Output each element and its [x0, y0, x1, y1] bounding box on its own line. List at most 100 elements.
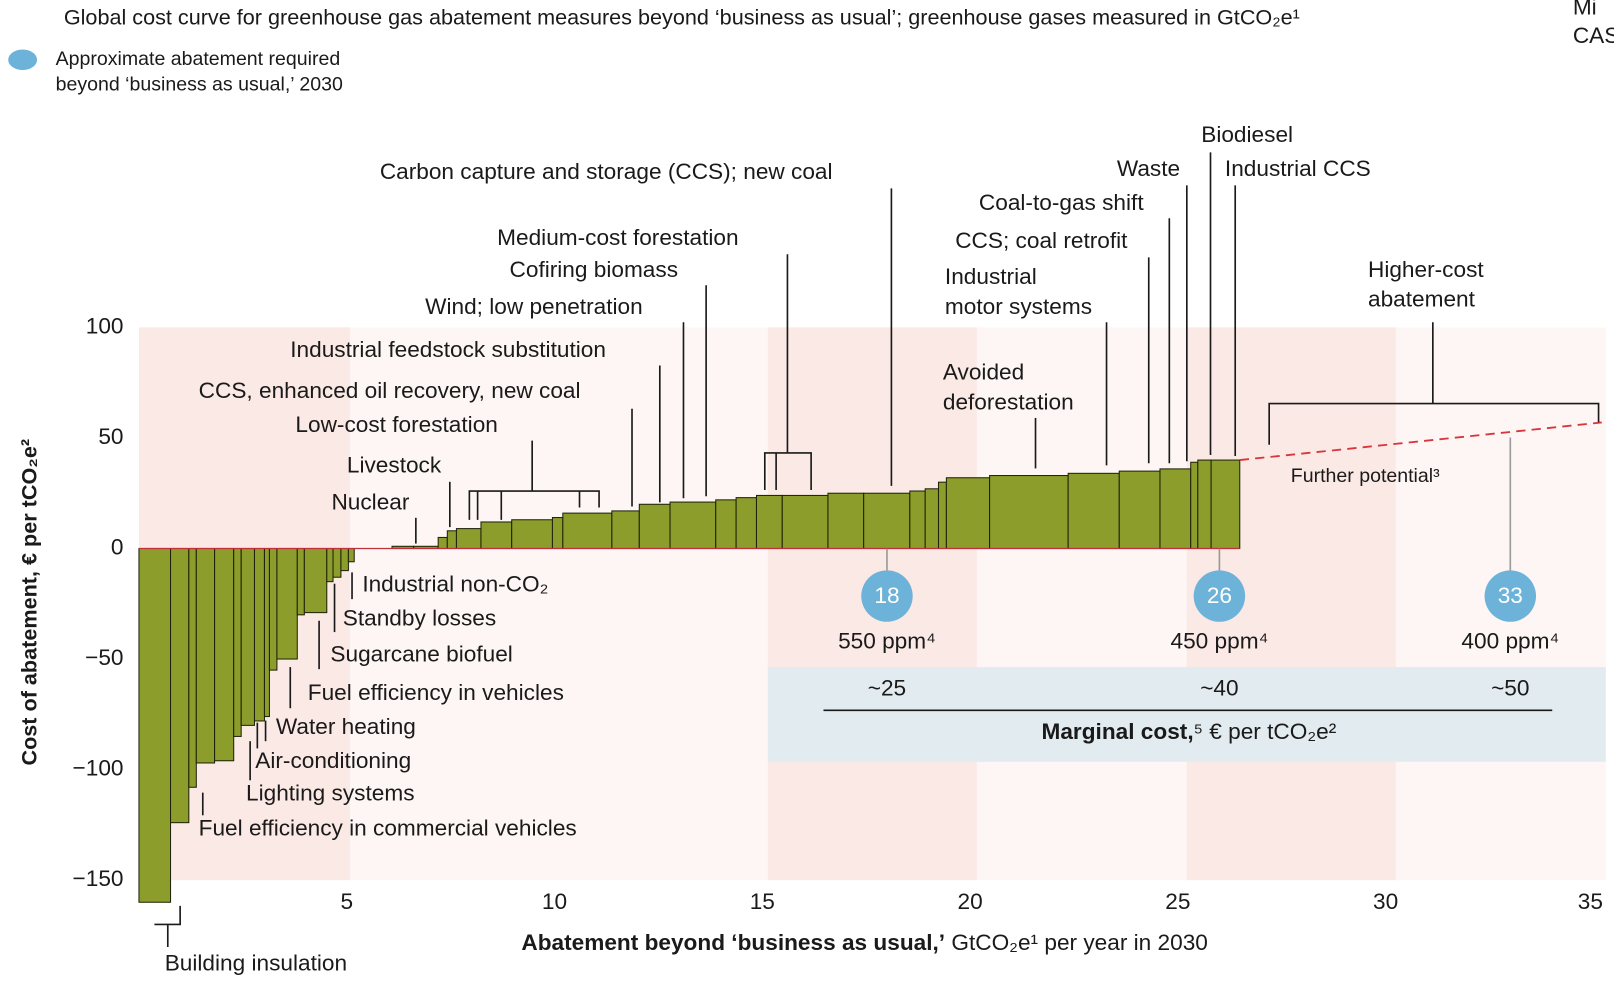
x-axis-label-rest: GtCO₂e¹ per year in 2030 [945, 930, 1208, 955]
target-cost: ~50 [1491, 676, 1529, 701]
leader-line [468, 440, 600, 520]
bar [1190, 461, 1199, 550]
annotation: Water heating [276, 714, 416, 739]
annotation: Biodiesel [1201, 122, 1293, 147]
corner-text: CAS [1573, 23, 1614, 48]
bar [437, 536, 448, 550]
bar [253, 547, 265, 722]
bar [214, 547, 235, 762]
annotation: Carbon capture and storage (CCS); new co… [380, 159, 833, 184]
x-tick-label: 30 [1373, 889, 1398, 914]
annotation: CCS; coal retrofit [955, 228, 1128, 253]
corner-text: Mi [1573, 0, 1597, 19]
y-tick-label: 0 [111, 534, 124, 559]
target-ppm: 400 ppm⁴ [1461, 628, 1559, 653]
annotation: Air-conditioning [255, 748, 411, 773]
bar [638, 503, 671, 550]
y-axis-label: Cost of abatement, € per tCO₂e² [17, 439, 42, 766]
y-tick-label: −150 [73, 866, 124, 891]
target-value: 33 [1498, 583, 1523, 608]
bar [562, 512, 613, 550]
annotation: motor systems [945, 294, 1092, 319]
annotation: Low-cost forestation [295, 412, 497, 437]
bar [233, 547, 242, 737]
marginal-cost-rest: ⁵ € per tCO₂e² [1194, 719, 1337, 744]
x-tick-label: 15 [750, 889, 775, 914]
target-ppm: 550 ppm⁴ [838, 628, 936, 653]
marginal-cost-box [767, 667, 1606, 762]
bar [188, 547, 197, 788]
target-cost: ~40 [1200, 676, 1238, 701]
legend-marker [8, 49, 38, 71]
chart-title: Global cost curve for greenhouse gas aba… [64, 4, 1300, 29]
target-value: 18 [874, 583, 899, 608]
bar [1159, 468, 1192, 550]
x-axis-label-bold: Abatement beyond ‘business as usual,’ [521, 930, 945, 955]
leader-line [154, 905, 181, 948]
further-potential-label: Further potential³ [1291, 465, 1440, 487]
annotation: Industrial CCS [1225, 156, 1371, 181]
legend-text: Approximate abatement required [56, 48, 341, 70]
annotation: Cofiring biomass [510, 257, 679, 282]
target-bubble [1484, 570, 1537, 622]
bar [909, 490, 926, 550]
annotation: Industrial feedstock substitution [290, 337, 606, 362]
annotation: Higher-cost [1368, 257, 1484, 282]
bar [326, 547, 334, 583]
bar [611, 510, 640, 550]
bar [263, 547, 270, 718]
annotation: deforestation [943, 390, 1074, 415]
bar [340, 547, 349, 572]
bar [1197, 459, 1212, 550]
target-bubble [861, 570, 913, 622]
x-tick-label: 25 [1165, 889, 1190, 914]
annotation: Building insulation [165, 951, 347, 976]
annotation: abatement [1368, 287, 1476, 312]
bar [268, 547, 278, 671]
annotation: Industrial non-CO₂ [362, 572, 548, 597]
y-tick-label: −100 [73, 756, 124, 781]
target-cost: ~25 [868, 676, 906, 701]
annotation: Avoided [943, 360, 1024, 385]
annotation: Fuel efficiency in vehicles [308, 680, 564, 705]
annotation: Sugarcane biofuel [330, 642, 512, 667]
bar [240, 547, 256, 726]
bar [170, 547, 190, 824]
leader-line [763, 254, 812, 491]
bar [511, 519, 553, 550]
x-tick-label: 10 [542, 889, 567, 914]
annotation: Nuclear [331, 489, 409, 514]
bar [296, 547, 305, 616]
bar [669, 501, 717, 550]
bar [1210, 459, 1241, 550]
legend-text: beyond ‘business as usual,’ 2030 [56, 74, 343, 96]
bar [303, 547, 328, 614]
annotation: Waste [1117, 156, 1180, 181]
target-value: 26 [1207, 583, 1232, 608]
annotation: Coal-to-gas shift [979, 190, 1144, 215]
bar [446, 530, 457, 550]
annotation: Medium-cost forestation [497, 225, 738, 250]
bar [1118, 470, 1161, 550]
annotation: Wind; low penetration [425, 294, 643, 319]
annotation: Livestock [347, 452, 442, 477]
bar [715, 499, 737, 550]
bar [755, 494, 783, 550]
bar [138, 547, 172, 903]
target-ppm: 450 ppm⁴ [1171, 628, 1269, 653]
bar [276, 547, 298, 660]
bar [347, 547, 355, 563]
bar [551, 517, 564, 550]
x-tick-label: 20 [957, 889, 982, 914]
target-bubble [1193, 570, 1246, 622]
x-axis-label: Abatement beyond ‘business as usual,’ Gt… [521, 930, 1208, 955]
annotation: CCS, enhanced oil recovery, new coal [199, 378, 581, 403]
bar [735, 497, 757, 550]
bar [195, 547, 216, 764]
y-tick-label: −50 [85, 645, 123, 670]
x-tick-label: 5 [340, 889, 353, 914]
annotation: Industrial [945, 264, 1037, 289]
bar [480, 521, 513, 550]
bar [945, 477, 991, 550]
